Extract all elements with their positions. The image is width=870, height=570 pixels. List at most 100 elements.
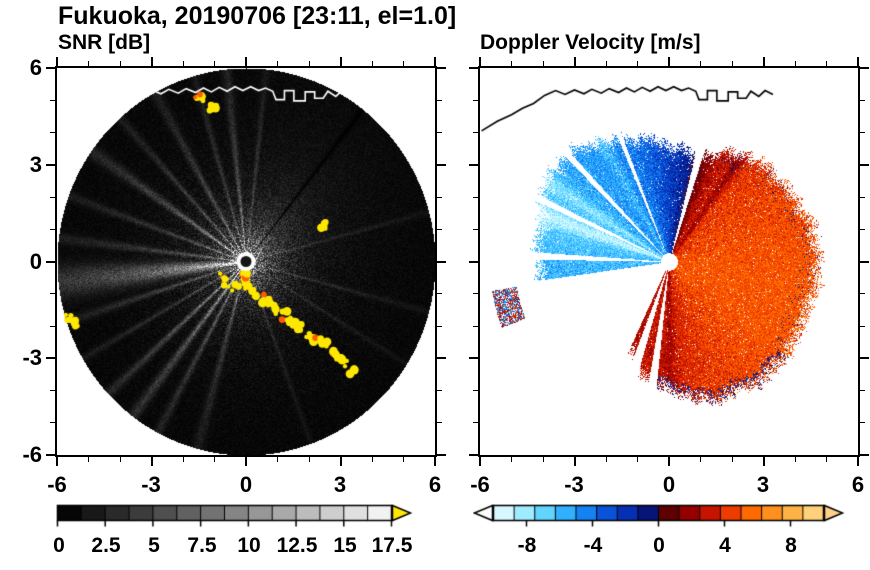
x-tick-label: 3 [333, 472, 347, 497]
axis-tick [860, 228, 865, 230]
axis-tick [860, 293, 865, 295]
axis-tick [50, 132, 55, 133]
axis-tick [860, 260, 869, 263]
axis-tick [794, 457, 796, 462]
axis-tick [56, 457, 58, 466]
axis-tick [857, 457, 859, 466]
axis-tick [857, 57, 859, 66]
axis-tick [437, 260, 446, 263]
axis-tick [860, 454, 869, 456]
axis-tick [473, 132, 478, 133]
axis-tick [860, 325, 865, 327]
x-tick-label: 6 [851, 472, 865, 497]
snr-colorbar-tick-label: 0 [53, 534, 65, 557]
axis-tick [473, 228, 478, 230]
axis-tick [826, 457, 827, 462]
axis-tick [245, 57, 247, 66]
axis-tick [668, 457, 670, 466]
axis-tick [700, 61, 701, 66]
axis-tick [437, 357, 446, 360]
axis-tick [119, 61, 121, 66]
axis-tick [46, 67, 55, 69]
axis-tick [308, 457, 310, 462]
axis-tick [371, 61, 373, 66]
axis-tick [469, 260, 478, 263]
axis-tick [46, 260, 55, 263]
axis-tick [511, 457, 512, 462]
axis-tick [339, 57, 342, 66]
axis-tick [150, 457, 153, 466]
x-tick-label: -3 [564, 472, 584, 497]
axis-tick [50, 325, 55, 327]
snr-colorbar-tick-label: 5 [148, 534, 160, 557]
axis-tick [437, 163, 446, 166]
axis-tick [860, 99, 865, 101]
axis-tick [469, 163, 478, 166]
y-tick-label: -6 [22, 442, 42, 467]
axis-tick [826, 61, 827, 66]
axis-tick [473, 390, 478, 391]
axis-tick [437, 67, 446, 69]
axis-tick [371, 457, 373, 462]
velocity-panel-title: Doppler Velocity [m/s] [480, 31, 701, 54]
snr-plot-panel [55, 66, 437, 457]
axis-tick [860, 163, 869, 166]
velocity-colorbar-tick-label: -4 [583, 534, 603, 557]
axis-tick [637, 457, 638, 462]
axis-tick [542, 457, 544, 462]
axis-tick [731, 61, 733, 66]
axis-tick [700, 457, 701, 462]
axis-tick [46, 357, 55, 360]
x-tick-label: -3 [141, 472, 161, 497]
velocity-colorbar [473, 504, 845, 530]
axis-tick [731, 457, 733, 462]
axis-tick [277, 61, 278, 66]
axis-tick [473, 293, 478, 295]
axis-tick [214, 61, 215, 66]
axis-tick [437, 454, 446, 456]
axis-tick [245, 457, 247, 466]
axis-tick [50, 196, 55, 198]
axis-tick [277, 457, 278, 462]
y-tick-label: -3 [22, 345, 42, 370]
axis-tick [308, 61, 310, 66]
axis-tick [182, 61, 184, 66]
axis-tick [50, 228, 55, 230]
axis-tick [762, 457, 765, 466]
axis-tick [437, 325, 442, 327]
y-tick-label: 6 [29, 55, 42, 80]
axis-tick [469, 454, 478, 456]
axis-tick [573, 457, 576, 466]
x-tick-label: -6 [47, 472, 67, 497]
axis-tick [473, 196, 478, 198]
axis-tick [88, 61, 89, 66]
velocity-colorbar-tick-label: 4 [719, 534, 731, 557]
snr-radar-canvas [57, 68, 435, 455]
axis-tick [473, 325, 478, 327]
axis-tick [182, 457, 184, 462]
axis-tick [637, 61, 638, 66]
axis-tick [437, 422, 442, 424]
axis-tick [762, 57, 765, 66]
axis-tick [88, 457, 89, 462]
axis-tick [860, 67, 869, 69]
axis-tick [437, 132, 442, 133]
axis-tick [214, 457, 215, 462]
axis-tick [473, 99, 478, 101]
axis-tick [437, 228, 442, 230]
axis-tick [542, 61, 544, 66]
axis-tick [46, 163, 55, 166]
y-tick-label: 3 [29, 152, 42, 177]
axis-tick [469, 67, 478, 69]
x-tick-label: 0 [662, 472, 676, 497]
axis-tick [403, 61, 404, 66]
x-tick-label: 3 [756, 472, 770, 497]
axis-tick [479, 57, 481, 66]
axis-tick [119, 457, 121, 462]
y-tick-label: 0 [29, 249, 42, 274]
axis-tick [860, 390, 865, 391]
axis-tick [434, 457, 436, 466]
x-tick-label: -6 [470, 472, 490, 497]
snr-colorbar-tick-label: 15 [333, 534, 357, 557]
